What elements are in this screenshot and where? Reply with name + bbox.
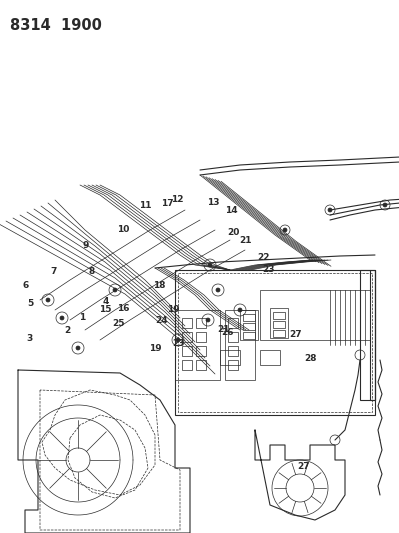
Bar xyxy=(196,360,206,370)
Text: 27: 27 xyxy=(298,462,310,471)
Text: 15: 15 xyxy=(99,305,112,313)
Text: 11: 11 xyxy=(139,201,152,209)
Bar xyxy=(182,318,192,328)
Circle shape xyxy=(328,208,332,212)
Circle shape xyxy=(176,338,180,342)
Bar xyxy=(196,346,206,356)
Text: 6: 6 xyxy=(23,281,29,289)
Bar xyxy=(243,314,255,321)
Bar xyxy=(228,346,238,356)
Bar xyxy=(260,290,370,340)
Bar xyxy=(273,312,285,319)
Bar xyxy=(225,310,255,380)
Text: 21: 21 xyxy=(217,325,230,334)
Text: 23: 23 xyxy=(172,340,185,348)
Circle shape xyxy=(46,298,50,302)
Circle shape xyxy=(113,288,117,292)
Text: 8314  1900: 8314 1900 xyxy=(10,18,102,33)
Bar xyxy=(360,270,375,400)
Text: 20: 20 xyxy=(227,229,240,237)
Bar xyxy=(175,270,375,415)
Bar xyxy=(228,318,238,328)
Bar xyxy=(228,332,238,342)
Text: 26: 26 xyxy=(221,328,234,336)
Bar xyxy=(273,330,285,337)
Bar xyxy=(228,360,238,370)
Circle shape xyxy=(383,203,387,207)
Text: 9: 9 xyxy=(83,241,89,249)
Bar xyxy=(243,332,255,339)
Text: 3: 3 xyxy=(27,334,33,343)
Bar xyxy=(182,346,192,356)
Text: 2: 2 xyxy=(65,326,71,335)
Bar xyxy=(270,308,288,338)
Bar xyxy=(260,350,280,365)
Text: 1: 1 xyxy=(79,313,85,321)
Text: 4: 4 xyxy=(103,297,109,305)
Text: 5: 5 xyxy=(27,300,33,308)
Text: 10: 10 xyxy=(117,225,130,233)
Circle shape xyxy=(283,228,287,232)
Text: 12: 12 xyxy=(171,196,184,204)
Circle shape xyxy=(208,263,212,267)
Circle shape xyxy=(206,318,210,322)
Text: 21: 21 xyxy=(239,237,252,245)
Circle shape xyxy=(238,308,242,312)
Text: 23: 23 xyxy=(262,265,275,273)
Text: 18: 18 xyxy=(153,281,166,289)
Bar xyxy=(243,323,255,330)
Bar xyxy=(240,310,258,340)
Text: 28: 28 xyxy=(304,354,317,362)
Text: 7: 7 xyxy=(51,268,57,276)
Bar xyxy=(182,332,192,342)
Bar xyxy=(175,310,220,380)
Text: 13: 13 xyxy=(207,198,220,207)
Bar xyxy=(273,321,285,328)
Text: 19: 19 xyxy=(167,305,180,313)
Text: 14: 14 xyxy=(225,206,238,215)
Bar xyxy=(182,360,192,370)
Text: 16: 16 xyxy=(117,304,130,312)
Text: 8: 8 xyxy=(89,268,95,276)
Bar xyxy=(196,318,206,328)
Text: 17: 17 xyxy=(161,199,174,208)
Circle shape xyxy=(216,288,220,292)
Bar xyxy=(220,350,240,365)
Text: 22: 22 xyxy=(257,253,270,262)
Text: 24: 24 xyxy=(155,317,168,325)
Circle shape xyxy=(60,316,64,320)
Bar xyxy=(178,273,372,412)
Text: 25: 25 xyxy=(113,319,125,328)
Text: 27: 27 xyxy=(289,330,302,339)
Bar xyxy=(196,332,206,342)
Text: 19: 19 xyxy=(149,344,162,352)
Circle shape xyxy=(76,346,80,350)
